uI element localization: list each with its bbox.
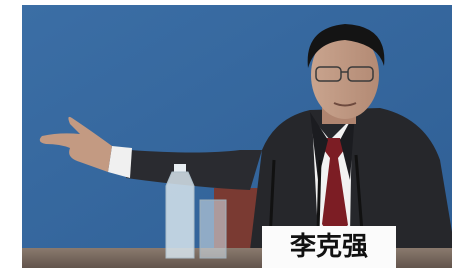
glass <box>200 200 226 258</box>
bottle-cap <box>174 164 186 172</box>
microphone <box>318 160 320 232</box>
name-card-text: 李克强 <box>289 232 368 262</box>
photo: 李克强 <box>0 0 466 273</box>
page: 李克强 (() => { const data = JSON.parse(doc… <box>0 0 466 273</box>
scene: 李克强 <box>22 5 455 270</box>
water-bottle <box>166 172 194 258</box>
